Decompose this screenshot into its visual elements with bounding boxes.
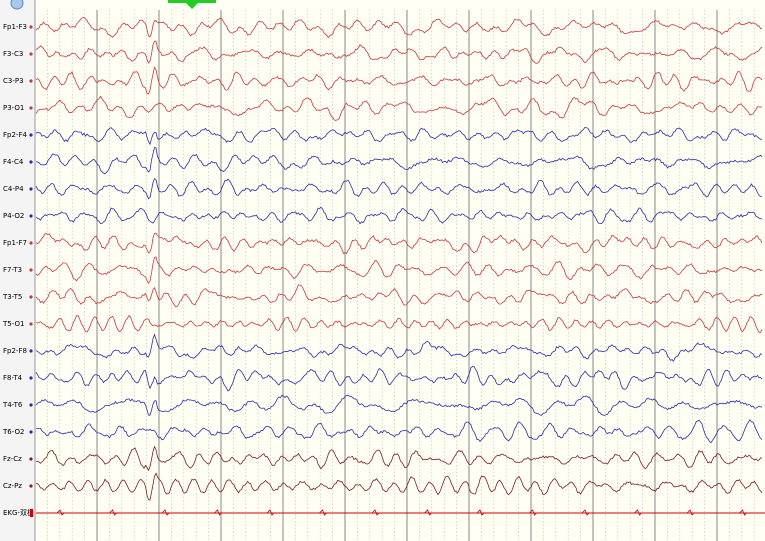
- channel-dot: [29, 79, 33, 83]
- time-marker-pointer[interactable]: [186, 3, 198, 9]
- channel-label: EKG-双极: [3, 508, 34, 517]
- channel-dot: [30, 509, 33, 517]
- channel-label: P3-O1: [3, 104, 24, 112]
- eeg-trace: [35, 126, 763, 146]
- channel-label: F3-C3: [3, 50, 23, 58]
- channel-dot: [29, 457, 33, 461]
- channel-label: T5-O1: [2, 320, 24, 328]
- eeg-trace: [35, 177, 763, 200]
- channel-dot: [29, 214, 33, 218]
- channel-dot: [29, 52, 33, 56]
- eeg-trace: [35, 232, 763, 255]
- label-column: [0, 0, 35, 541]
- channel-labels: Fp1-F3 F3-C3 C3-P3 P3-O1 Fp2-F4 F4-C4 C4-P4 P4-…: [2, 23, 34, 517]
- channel-dot: [29, 349, 33, 353]
- time-marker[interactable]: [168, 0, 216, 3]
- time-grid: [47, 10, 755, 541]
- channel-dot: [29, 160, 33, 164]
- channel-dot: [29, 268, 33, 272]
- channel-label: C4-P4: [3, 185, 24, 193]
- channel-dot: [29, 322, 33, 326]
- eeg-trace: [35, 472, 763, 501]
- channel-label: Fp2-F8: [3, 347, 27, 355]
- channel-label: F7-T3: [3, 266, 22, 274]
- eeg-trace: [35, 445, 763, 472]
- eeg-trace: [35, 314, 763, 333]
- eeg-trace: [35, 366, 763, 392]
- eeg-trace: [35, 95, 763, 121]
- channel-dot: [29, 241, 33, 245]
- eeg-trace: [35, 147, 763, 175]
- eeg-trace: [35, 394, 763, 416]
- ekg-trace: [56, 509, 747, 516]
- channel-label: Fz-Cz: [3, 455, 22, 463]
- eeg-trace: [35, 40, 763, 64]
- eeg-trace: [35, 66, 763, 95]
- settings-icon[interactable]: [10, 0, 24, 10]
- channel-dot: [29, 295, 33, 299]
- eeg-trace: [35, 418, 763, 444]
- channel-label: Fp2-F4: [3, 131, 27, 139]
- channel-dot: [29, 25, 33, 29]
- eeg-trace: [35, 333, 763, 362]
- channel-label: C3-P3: [3, 77, 24, 85]
- channel-dot: [29, 133, 33, 137]
- traces: [35, 16, 765, 516]
- channel-label: Fp1-F7: [3, 239, 27, 247]
- eeg-trace: [35, 256, 762, 284]
- channel-dot: [29, 430, 33, 434]
- channel-label: Cz-Pz: [3, 482, 22, 490]
- channel-label: Fp1-F3: [3, 23, 27, 31]
- channel-label: T6-O2: [2, 428, 24, 436]
- channel-label: F8-T4: [3, 374, 23, 382]
- channel-label: T3-T5: [2, 293, 22, 301]
- channel-dot: [29, 484, 33, 488]
- eeg-trace: [35, 16, 763, 39]
- channel-dot: [29, 376, 33, 380]
- eeg-trace: [35, 206, 763, 225]
- channel-dot: [29, 403, 33, 407]
- channel-dot: [29, 187, 33, 191]
- channel-label: F4-C4: [3, 158, 24, 166]
- channel-label: P4-O2: [3, 212, 24, 220]
- channel-dot: [29, 106, 33, 110]
- channel-label: T4-T6: [2, 401, 23, 409]
- eeg-trace: [35, 284, 763, 308]
